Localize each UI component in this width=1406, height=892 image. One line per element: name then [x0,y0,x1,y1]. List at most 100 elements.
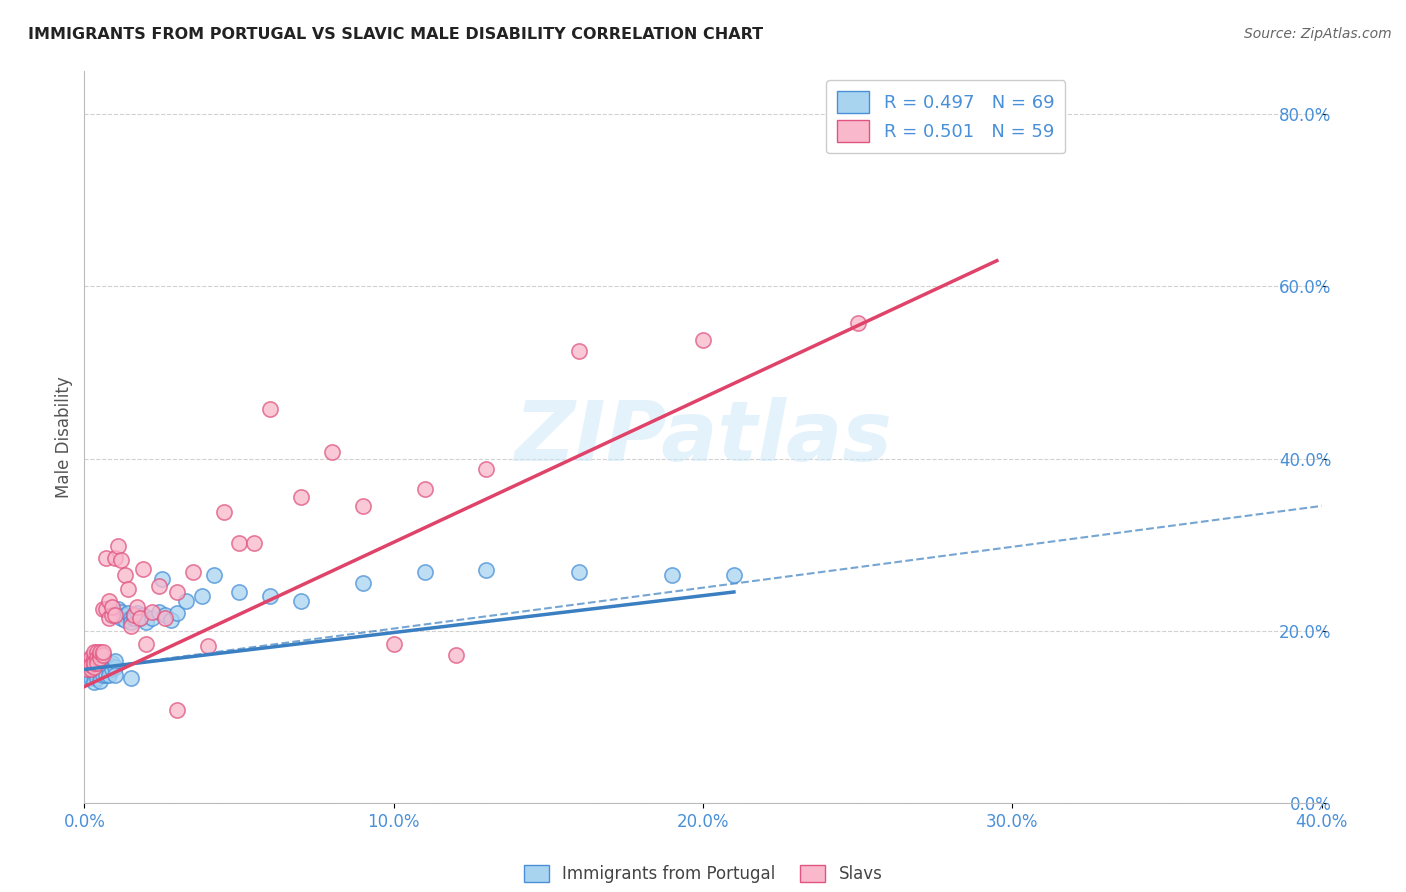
Point [83,651,105,665]
Point [110,605,132,619]
Point [76,654,98,668]
Point [129,611,152,625]
Point [98,662,121,676]
Point [259,401,281,416]
Point [176,593,198,607]
Point [94,654,117,668]
Point [83,657,105,671]
Point [89,649,111,664]
Point [110,611,132,625]
Point [76,658,98,673]
Point [104,654,127,668]
Point [125,599,148,614]
Point [79,658,101,673]
Point [191,589,214,603]
Point [153,611,176,625]
Point [83,657,105,671]
Point [166,703,188,717]
Point [89,651,111,665]
Point [107,602,129,616]
Point [568,344,591,359]
Point [132,608,155,623]
Point [114,608,136,623]
Point [94,550,117,565]
Point [89,673,111,688]
Point [153,608,176,623]
Point [413,565,436,579]
Point [197,639,219,653]
Point [122,608,145,623]
Text: Source: ZipAtlas.com: Source: ZipAtlas.com [1244,27,1392,41]
Point [86,654,108,668]
Point [76,654,98,668]
Point [86,657,108,671]
Point [94,602,117,616]
Point [846,316,869,330]
Point [141,605,163,619]
Point [120,615,142,629]
Point [83,675,105,690]
Point [89,662,111,676]
Point [723,567,745,582]
Legend: Immigrants from Portugal, Slavs: Immigrants from Portugal, Slavs [517,858,889,889]
Point [135,637,157,651]
Point [83,651,105,665]
Point [117,582,139,597]
Point [259,589,281,603]
Point [141,611,163,625]
Point [107,540,129,554]
Point [114,567,136,582]
Point [79,654,101,668]
Point [125,607,148,621]
Point [290,593,312,607]
Point [79,649,101,664]
Point [122,611,145,625]
Point [228,536,250,550]
Point [91,662,114,676]
Point [83,668,105,682]
Point [413,482,436,496]
Point [83,662,105,676]
Point [352,576,374,591]
Point [692,333,714,347]
Point [79,662,101,676]
Point [114,613,136,627]
Text: ZIPatlas: ZIPatlas [515,397,891,477]
Point [79,658,101,673]
Point [83,660,105,674]
Point [568,565,591,579]
Point [160,613,183,627]
Point [98,611,121,625]
Point [382,637,405,651]
Point [91,668,114,682]
Point [475,564,498,578]
Point [181,565,204,579]
Point [101,662,124,676]
Point [86,645,108,659]
Point [101,599,124,614]
Point [86,660,108,674]
Point [79,671,101,685]
Point [120,619,142,633]
Point [76,662,98,676]
Point [148,579,170,593]
Point [110,553,132,567]
Point [91,658,114,673]
Point [76,658,98,673]
Point [94,660,117,674]
Point [104,668,127,682]
Point [98,593,121,607]
Point [79,662,101,676]
Point [83,645,105,659]
Point [91,645,114,659]
Point [166,607,188,621]
Point [212,505,235,519]
Point [135,615,157,629]
Point [94,668,117,682]
Point [104,660,127,674]
Point [122,608,145,623]
Point [89,668,111,682]
Point [475,462,498,476]
Y-axis label: Male Disability: Male Disability [55,376,73,498]
Point [444,648,467,662]
